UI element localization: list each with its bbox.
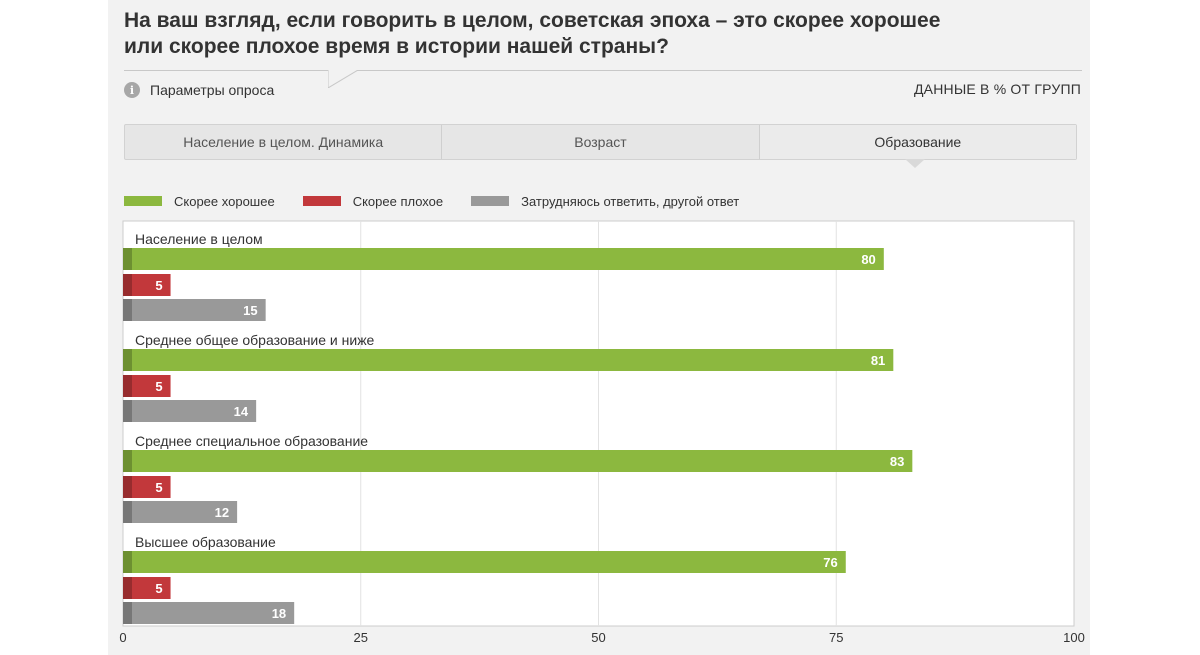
value-label-s1-c3: 5	[155, 581, 162, 596]
legend-item-good: Скорее хорошее	[124, 194, 275, 209]
page-title: На ваш взгляд, если говорить в целом, со…	[124, 8, 1084, 60]
x-tick-label-0: 0	[119, 630, 126, 645]
bar-s0-c2	[123, 450, 913, 472]
value-label-s2-c3: 18	[272, 606, 286, 621]
value-label-s0-c3: 76	[823, 555, 837, 570]
value-label-s1-c1: 5	[155, 379, 162, 394]
title-line-1: На ваш взгляд, если говорить в целом, со…	[124, 9, 941, 32]
legend-label-bad: Скорее плохое	[352, 193, 444, 209]
x-tick-label-75: 75	[829, 630, 843, 645]
bar-cap-s2-c2	[123, 501, 132, 523]
tab-age[interactable]: Возраст	[442, 125, 760, 159]
bar-cap-s0-c0	[123, 248, 132, 270]
bar-s2-c0	[123, 299, 266, 321]
value-label-s1-c2: 5	[155, 480, 162, 495]
tab-population-dynamics[interactable]: Население в целом. Динамика	[125, 125, 443, 159]
callout-notch	[328, 70, 358, 88]
bar-s1-c2	[123, 476, 171, 498]
header-divider	[124, 70, 1082, 71]
bar-s1-c1	[123, 375, 171, 397]
chart-legend: Скорее хорошее Скорее плохое Затрудняюсь…	[124, 193, 767, 209]
category-label-2: Среднее специальное образование	[135, 433, 368, 449]
data-unit-note: ДАННЫЕ В % ОТ ГРУПП	[914, 81, 1081, 97]
bar-cap-s1-c3	[123, 577, 132, 599]
category-label-3: Высшее образование	[135, 534, 276, 550]
active-tab-pointer	[905, 159, 925, 168]
bar-s0-c1	[123, 349, 894, 371]
bar-cap-s2-c0	[123, 299, 132, 321]
tab-bar: Население в целом. Динамика Возраст Обра…	[124, 124, 1077, 160]
title-line-2: или скорее плохое время в истории нашей …	[124, 35, 669, 58]
x-tick-label-50: 50	[591, 630, 605, 645]
value-label-s0-c0: 80	[861, 252, 875, 267]
value-label-s0-c1: 81	[871, 353, 885, 368]
legend-label-good: Скорее хорошее	[174, 193, 275, 209]
bar-s0-c3	[123, 551, 846, 573]
x-tick-label-25: 25	[354, 630, 368, 645]
bar-cap-s1-c2	[123, 476, 132, 498]
legend-swatch-good	[124, 196, 162, 206]
legend-swatch-other	[471, 196, 510, 206]
bar-cap-s1-c0	[123, 274, 132, 296]
bar-s2-c1	[123, 400, 257, 422]
survey-params-link[interactable]: i Параметры опроса	[124, 81, 274, 99]
bar-cap-s0-c1	[123, 349, 132, 371]
tab-education[interactable]: Образование	[759, 125, 1076, 159]
bar-s1-c0	[123, 274, 171, 296]
value-label-s2-c0: 15	[243, 303, 257, 318]
bar-s0-c0	[123, 248, 884, 270]
value-label-s0-c2: 83	[890, 454, 904, 469]
bar-cap-s0-c3	[123, 551, 132, 573]
category-label-1: Среднее общее образование и ниже	[135, 332, 375, 348]
bar-cap-s2-c3	[123, 602, 132, 624]
survey-params-label: Параметры опроса	[150, 82, 275, 98]
bar-s1-c3	[123, 577, 171, 599]
callout-notch-shape	[328, 70, 358, 88]
legend-swatch-bad	[302, 196, 341, 206]
category-label-0: Население в целом	[135, 231, 263, 247]
legend-item-bad: Скорее плохое	[302, 193, 444, 209]
bar-cap-s0-c2	[123, 450, 132, 472]
bar-s2-c3	[123, 602, 295, 624]
bar-s2-c2	[123, 501, 238, 523]
legend-label-other: Затрудняюсь ответить, другой ответ	[521, 193, 740, 209]
x-tick-label-100: 100	[1063, 630, 1085, 645]
value-label-s2-c2: 12	[215, 505, 229, 520]
value-label-s1-c0: 5	[155, 278, 162, 293]
legend-item-other: Затрудняюсь ответить, другой ответ	[471, 194, 739, 209]
info-icon: i	[124, 82, 140, 98]
bar-cap-s1-c1	[123, 375, 132, 397]
value-label-s2-c1: 14	[234, 404, 249, 419]
bar-cap-s2-c1	[123, 400, 132, 422]
